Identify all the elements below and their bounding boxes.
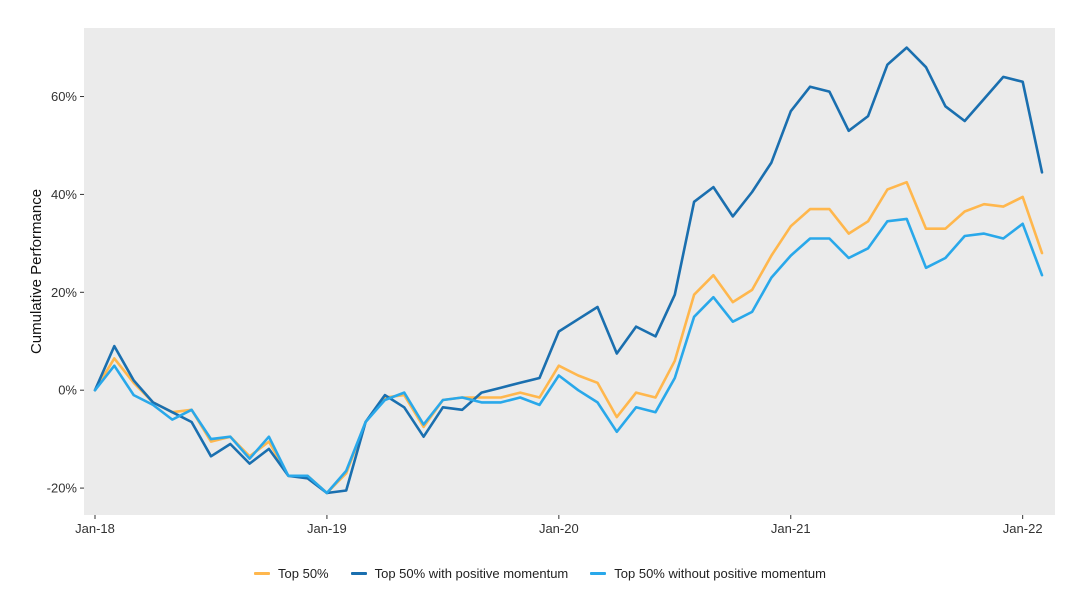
legend: Top 50% Top 50% with positive momentum T… xyxy=(0,566,1080,581)
y-tick-label: 20% xyxy=(51,285,77,300)
x-tick-label: Jan-18 xyxy=(75,521,115,536)
legend-label: Top 50% without positive momentum xyxy=(614,566,826,581)
series-lines xyxy=(93,46,1044,495)
x-tick-label: Jan-20 xyxy=(539,521,579,536)
y-tick-label: 40% xyxy=(51,187,77,202)
x-tick-label: Jan-21 xyxy=(771,521,811,536)
legend-item-top50-without-positive-momentum: Top 50% without positive momentum xyxy=(590,566,826,581)
y-tick-label: -20% xyxy=(47,481,78,496)
legend-swatch-top50-positive-momentum xyxy=(350,572,367,575)
x-tick-label: Jan-19 xyxy=(307,521,347,536)
y-axis-title: Cumulative Performance xyxy=(28,189,45,354)
legend-swatch-top50 xyxy=(254,572,271,575)
series-line-top50-positive-momentum xyxy=(93,46,1044,495)
legend-label: Top 50% xyxy=(278,566,329,581)
y-tick-label: 0% xyxy=(58,383,77,398)
legend-item-top50: Top 50% xyxy=(254,566,329,581)
legend-item-top50-positive-momentum: Top 50% with positive momentum xyxy=(350,566,569,581)
y-axis: -20% 0% 20% 40% 60% xyxy=(47,89,84,496)
series-line-top50-without-positive-momentum xyxy=(93,217,1044,495)
y-tick-label: 60% xyxy=(51,89,77,104)
plot-panel xyxy=(84,28,1055,515)
x-axis: Jan-18 Jan-19 Jan-20 Jan-21 Jan-22 xyxy=(75,515,1043,536)
legend-label: Top 50% with positive momentum xyxy=(374,566,569,581)
legend-swatch-top50-without-positive-momentum xyxy=(590,572,607,575)
x-tick-label: Jan-22 xyxy=(1003,521,1043,536)
